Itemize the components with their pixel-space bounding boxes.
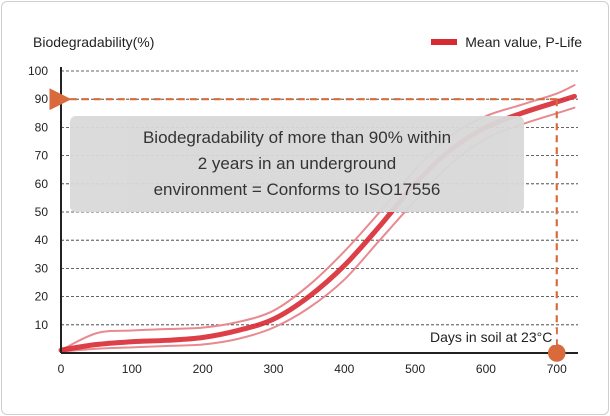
x-tick-label-400: 400	[334, 362, 354, 376]
x-tick-label-0: 0	[58, 362, 65, 376]
x-tick-label-100: 100	[122, 362, 142, 376]
y-tick-label-80: 80	[35, 120, 49, 134]
y-tick-label-90: 90	[35, 92, 49, 106]
y-tick-label-100: 100	[28, 64, 48, 78]
x-tick-label-600: 600	[476, 362, 496, 376]
legend: Mean value, P-Life	[431, 34, 582, 50]
annotation-text: Biodegradability of more than 90% within…	[142, 128, 452, 199]
y-tick-label-10: 10	[35, 318, 49, 332]
y-axis-label: Biodegradability(%)	[33, 34, 155, 50]
y-tick-label-30: 30	[35, 261, 49, 275]
y-tick-label-20: 20	[35, 290, 49, 304]
annotation-callout: Biodegradability of more than 90% within…	[70, 116, 524, 212]
x-tick-label-200: 200	[193, 362, 213, 376]
y-tick-label-60: 60	[35, 177, 49, 191]
y-tick-label-50: 50	[35, 205, 49, 219]
x-tick-label-300: 300	[263, 362, 283, 376]
legend-swatch	[431, 39, 458, 45]
y-tick-label-40: 40	[35, 233, 49, 247]
x-tick-label-700: 700	[547, 362, 567, 376]
x-axis-label: Days in soil at 23°C	[426, 329, 557, 345]
legend-label: Mean value, P-Life	[465, 34, 582, 50]
y-tick-label-70: 70	[35, 149, 49, 163]
x-tick-label-500: 500	[405, 362, 425, 376]
range-line-1	[60, 84, 576, 352]
